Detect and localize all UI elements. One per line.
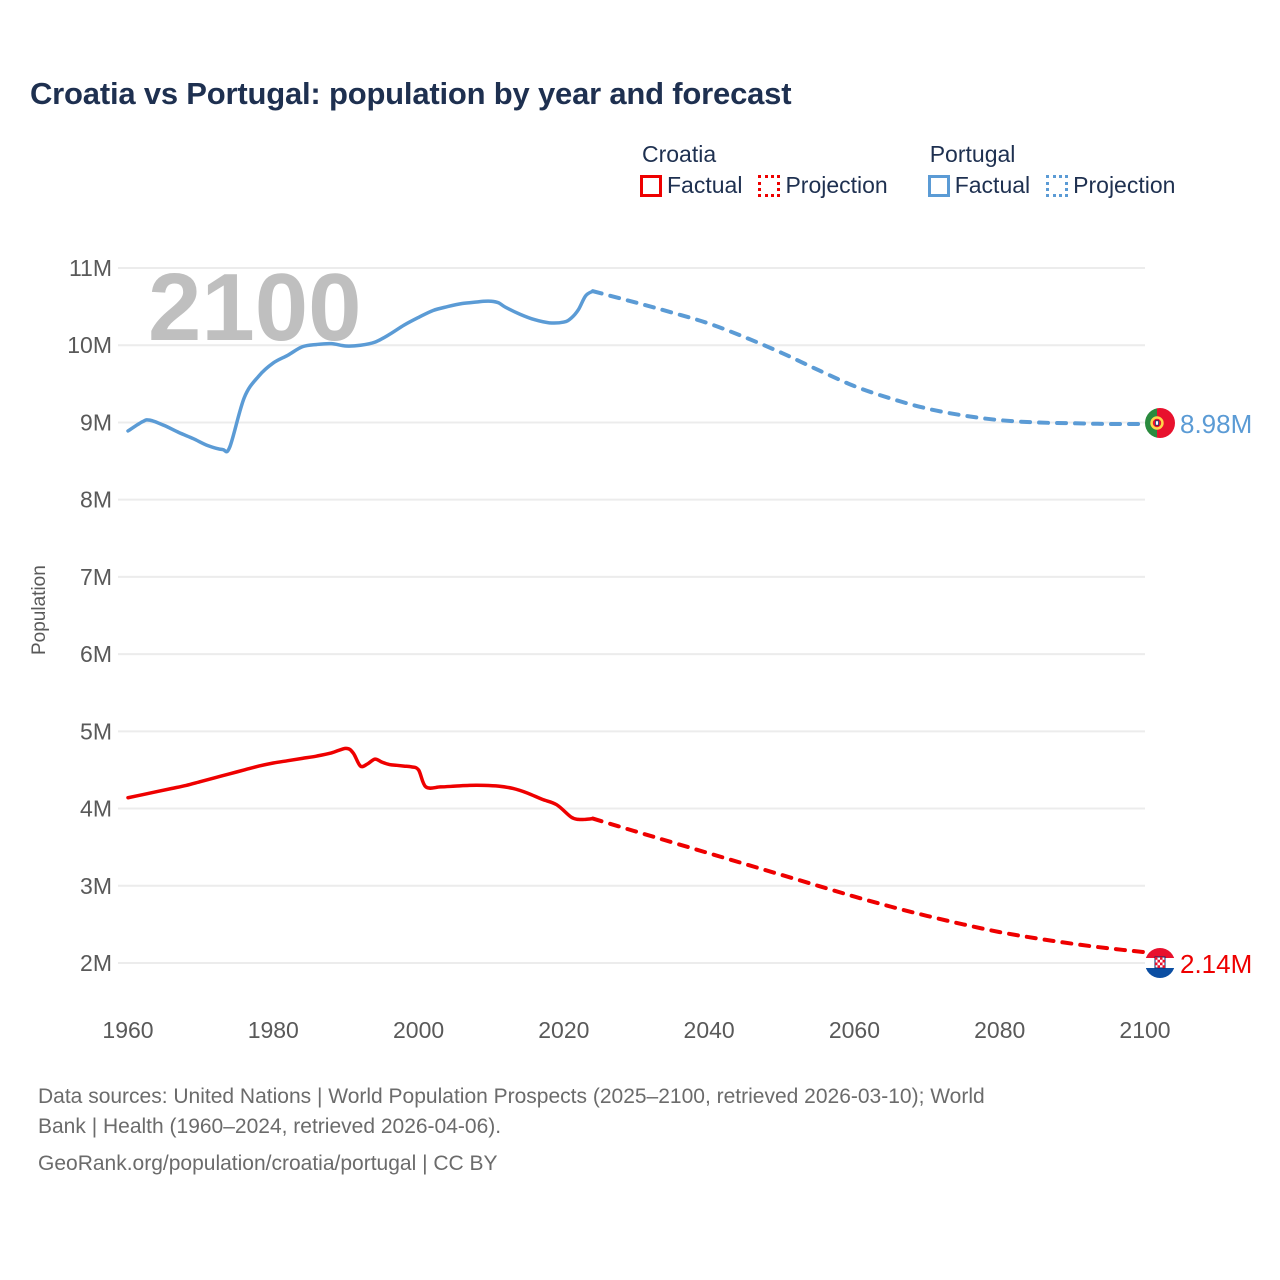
legend-swatch-solid-icon	[640, 174, 662, 197]
footer-line-1: Data sources: United Nations | World Pop…	[38, 1085, 985, 1108]
series-line-croatia-projection	[590, 816, 1147, 955]
y-tick-labels: 2M 3M 4M 5M 6M 7M 8M 9M 10M 11M	[67, 255, 112, 976]
legend-swatch-dotted-icon	[758, 174, 781, 197]
legend-item-portugal-projection[interactable]: Projection	[1046, 172, 1176, 199]
x-tick-label: 2020	[538, 1017, 589, 1043]
y-tick-label: 5M	[80, 718, 112, 744]
series-line-portugal-projection	[590, 289, 1147, 427]
croatia-flag-icon	[1145, 948, 1175, 978]
legend-item-croatia-factual[interactable]: Factual	[640, 172, 743, 199]
series-lines	[126, 289, 1147, 955]
legend-item-label: Projection	[785, 172, 888, 199]
y-tick-label: 6M	[80, 641, 112, 667]
footer-line-2: Bank | Health (1960–2024, retrieved 2026…	[38, 1115, 502, 1139]
footer-line-3: GeoRank.org/population/croatia/portugal …	[38, 1151, 498, 1175]
portugal-endpoint-marker[interactable]	[1145, 408, 1175, 438]
x-tick-label: 2100	[1119, 1017, 1170, 1043]
legend-item-label: Projection	[1073, 172, 1176, 199]
series-line-portugal-factual	[126, 289, 595, 454]
y-tick-label: 7M	[80, 564, 112, 590]
chart-legend: Croatia Factual Projection Portugal Fact…	[640, 141, 1176, 199]
legend-swatch-dotted-icon	[1046, 174, 1069, 197]
x-tick-label: 2080	[974, 1017, 1025, 1043]
legend-country-label-croatia: Croatia	[642, 141, 717, 167]
legend-group-croatia: Croatia Factual Projection	[640, 141, 888, 199]
legend-item-croatia-projection[interactable]: Projection	[758, 172, 888, 199]
y-gridlines	[118, 267, 1145, 964]
legend-item-portugal-factual[interactable]: Factual	[927, 172, 1031, 199]
croatia-endpoint-marker[interactable]	[1145, 948, 1175, 978]
x-tick-label: 1980	[248, 1017, 299, 1043]
legend-item-label: Factual	[667, 172, 743, 199]
series-line-croatia-factual	[126, 746, 595, 822]
page-title: Croatia vs Portugal: population by year …	[30, 76, 792, 111]
y-tick-label: 9M	[80, 409, 112, 435]
y-tick-label: 8M	[80, 487, 112, 513]
y-tick-label: 2M	[80, 950, 112, 976]
portugal-end-value: 8.98M	[1180, 409, 1252, 439]
legend-group-portugal: Portugal Factual Projection	[927, 141, 1176, 199]
y-tick-label: 4M	[80, 796, 112, 822]
x-tick-labels: 1960 1980 2000 2020 2040 2060 2080 2100	[102, 1017, 1170, 1043]
footer-sources: Data sources: United Nations | World Pop…	[38, 1082, 1238, 1179]
legend-item-label: Factual	[954, 172, 1031, 199]
x-tick-label: 2060	[829, 1017, 880, 1043]
legend-swatch-solid-icon	[927, 174, 950, 197]
legend-country-label-portugal: Portugal	[929, 141, 1016, 167]
y-tick-label: 11M	[69, 255, 112, 281]
y-tick-label: 3M	[80, 873, 112, 899]
portugal-flag-icon	[1145, 408, 1175, 438]
y-axis-title: Population	[29, 565, 50, 655]
x-tick-label: 2040	[684, 1017, 735, 1043]
x-tick-label: 2000	[393, 1017, 444, 1043]
croatia-end-value: 2.14M	[1180, 949, 1252, 979]
x-tick-label: 1960	[102, 1017, 153, 1043]
y-tick-label: 10M	[67, 332, 112, 358]
chart-plot-area: 2M 3M 4M 5M 6M 7M 8M 9M 10M 11M 1960 1980 2000 2020 2…	[29, 254, 1252, 1043]
